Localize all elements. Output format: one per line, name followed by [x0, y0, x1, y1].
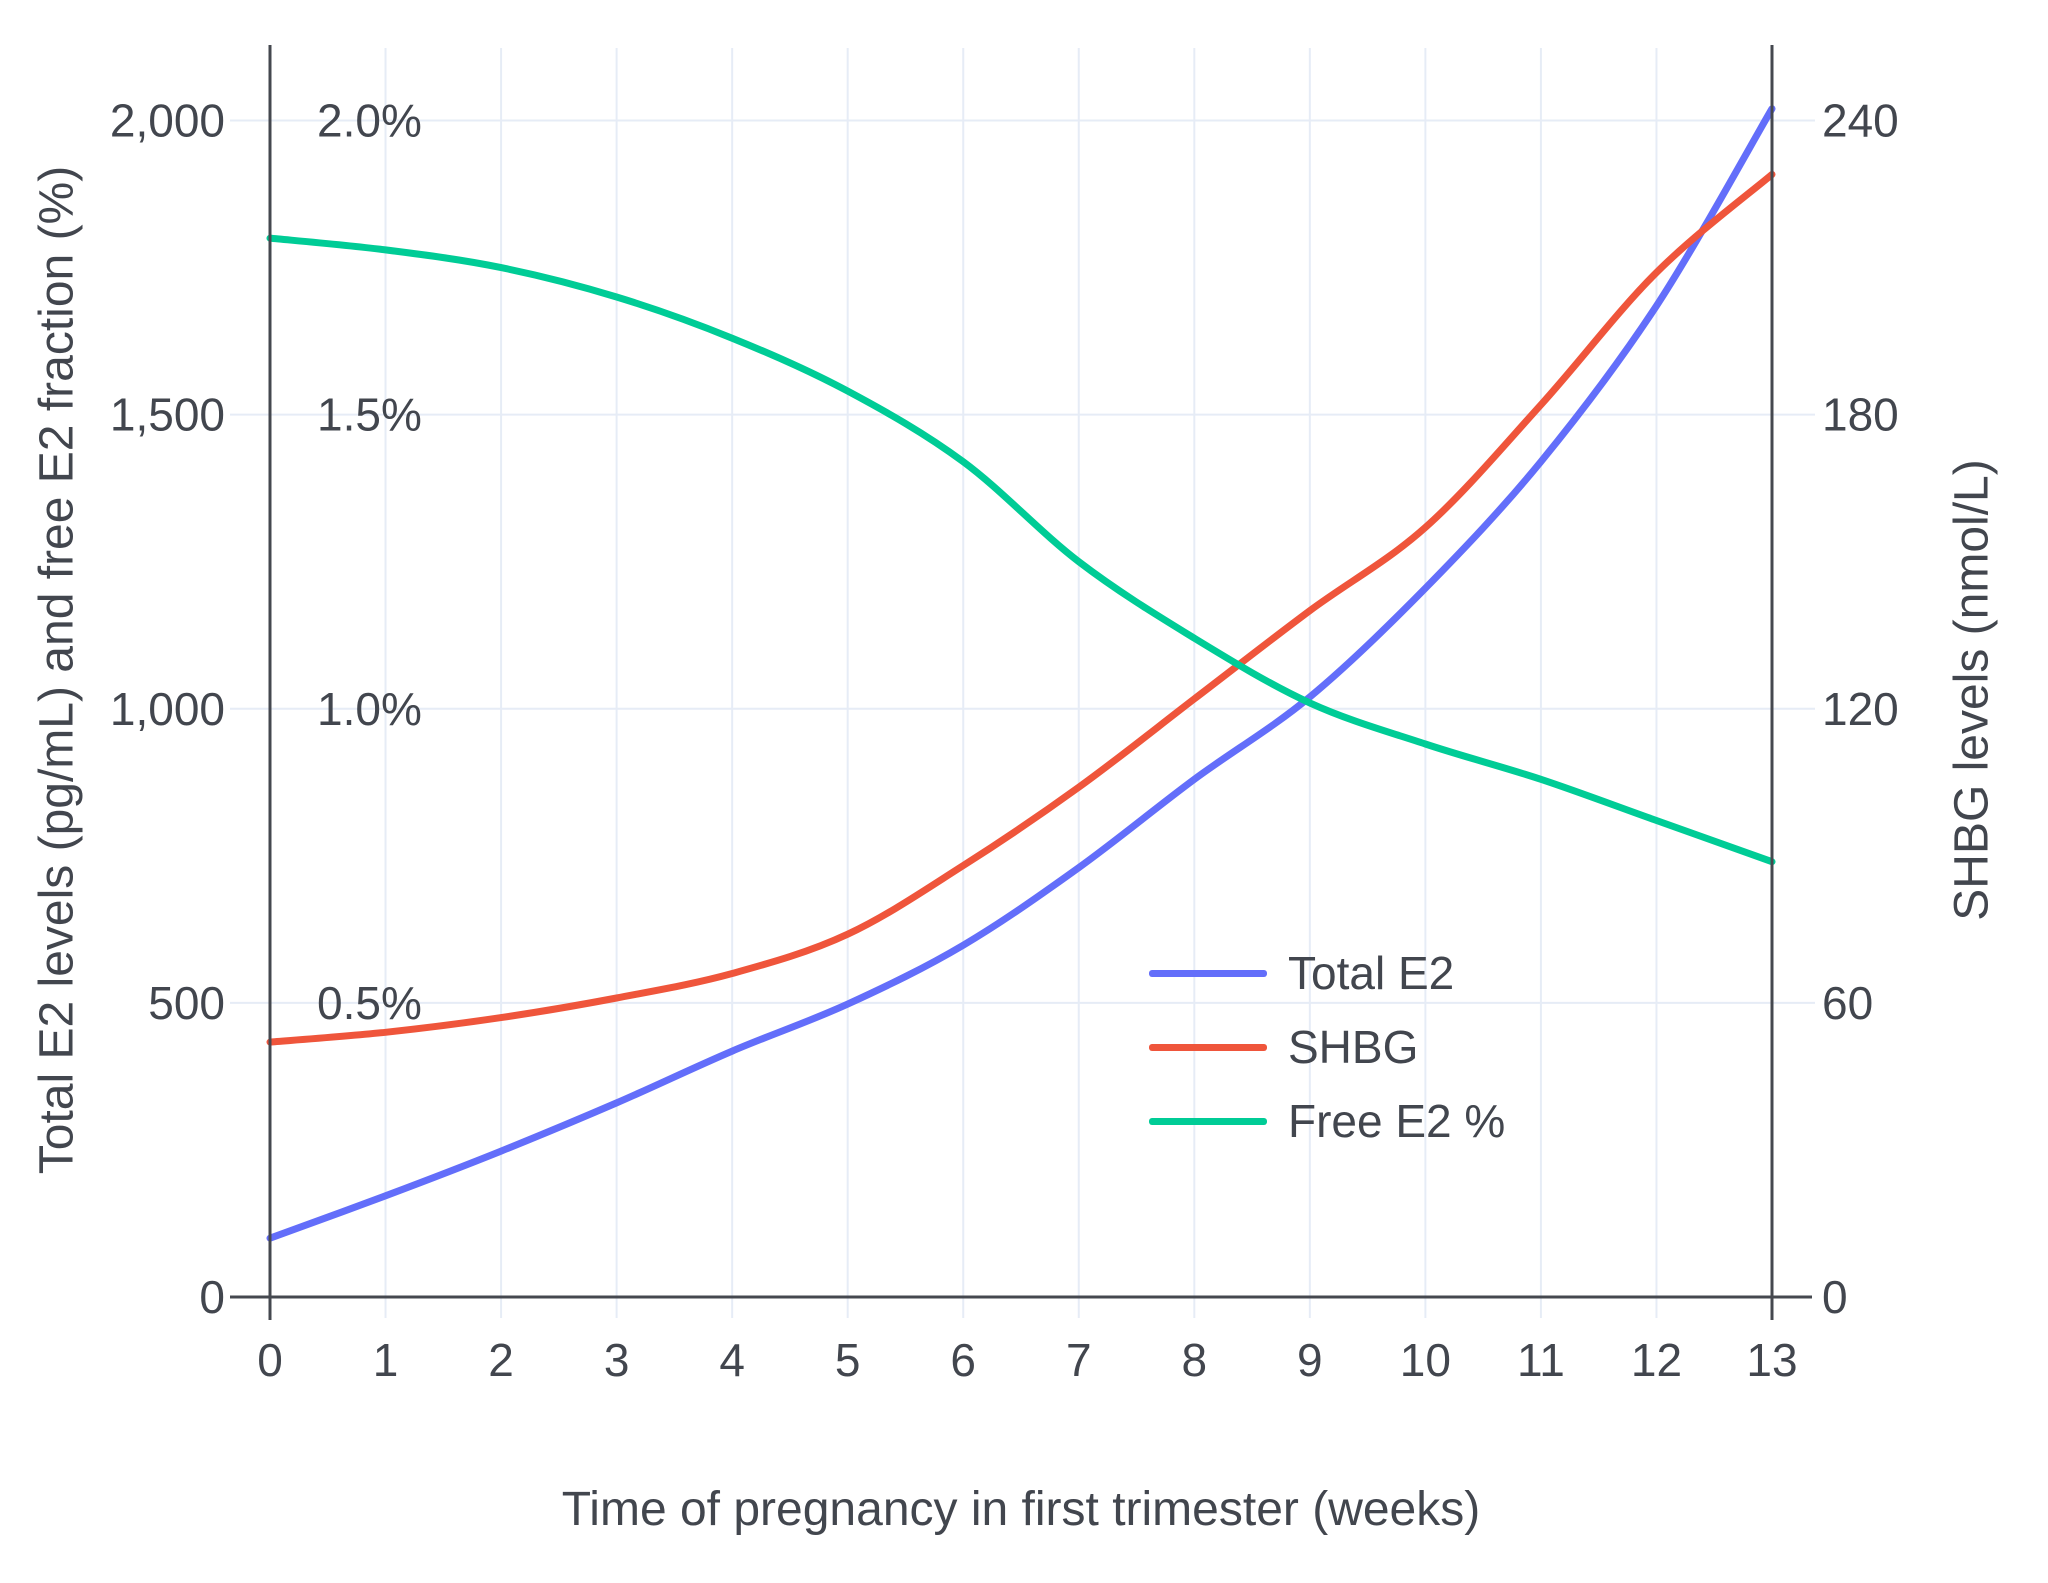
right-axis-tick-label: 60	[1822, 977, 1873, 1029]
x-axis-tick-label: 6	[950, 1334, 976, 1386]
x-axis-tick-label: 11	[1517, 1334, 1565, 1386]
left-axis-tick-label: 1,000	[110, 683, 225, 735]
legend-item-total-e2[interactable]: Total E2	[1149, 936, 1454, 1010]
series-line-free-e2-	[266, 234, 1776, 866]
x-axis-tick-label: 12	[1631, 1334, 1682, 1386]
left-axis-title: Total E2 levels (pg/mL) and free E2 frac…	[30, 165, 84, 1175]
right-axis-title: SHBG levels (nmol/L)	[1945, 459, 1999, 921]
x-axis-title: Time of pregnancy in first trimester (we…	[561, 1483, 1481, 1536]
x-axis-tick-label: 4	[719, 1334, 745, 1386]
right-axis-tick-label: 240	[1822, 95, 1899, 147]
legend-label-total-e2: Total E2	[1288, 947, 1455, 999]
x-axis-tick-label: 8	[1182, 1334, 1208, 1386]
legend-swatch-total-e2	[1149, 969, 1267, 977]
legend-item-shbg[interactable]: SHBG	[1149, 1010, 1418, 1084]
series-line-shbg	[266, 170, 1776, 1046]
right-axis-tick-label: 0	[1822, 1271, 1848, 1323]
percent-tick-label: 1.5%	[317, 389, 422, 441]
x-axis-tick-label: 13	[1746, 1334, 1797, 1386]
x-axis-tick-label: 1	[373, 1334, 399, 1386]
x-axis-tick-label: 2	[488, 1334, 514, 1386]
series-line-total-e2	[266, 105, 1776, 1242]
right-axis-tick-label: 180	[1822, 389, 1899, 441]
percent-tick-label: 0.5%	[317, 977, 422, 1029]
left-axis-tick-label: 2,000	[110, 95, 225, 147]
x-axis-tick-label: 3	[604, 1334, 630, 1386]
left-axis-tick-label: 0	[199, 1271, 225, 1323]
percent-tick-label: 1.0%	[317, 683, 422, 735]
x-axis-tick-label: 9	[1297, 1334, 1323, 1386]
left-axis-tick-label: 500	[148, 977, 225, 1029]
legend-swatch-free-e2	[1149, 1117, 1267, 1125]
x-axis-tick-label: 5	[835, 1334, 861, 1386]
x-axis-tick-label: 0	[257, 1334, 283, 1386]
legend-swatch-shbg	[1149, 1043, 1267, 1051]
legend-item-free-e2[interactable]: Free E2 %	[1149, 1084, 1505, 1158]
right-axis-tick-label: 120	[1822, 683, 1899, 735]
x-axis-tick-label: 7	[1066, 1334, 1092, 1386]
x-axis-tick-label: 10	[1400, 1334, 1451, 1386]
percent-tick-label: 2.0%	[317, 95, 422, 147]
legend-label-shbg: SHBG	[1288, 1021, 1419, 1073]
left-axis-tick-label: 1,500	[110, 389, 225, 441]
legend-label-free-e2: Free E2 %	[1288, 1095, 1506, 1147]
